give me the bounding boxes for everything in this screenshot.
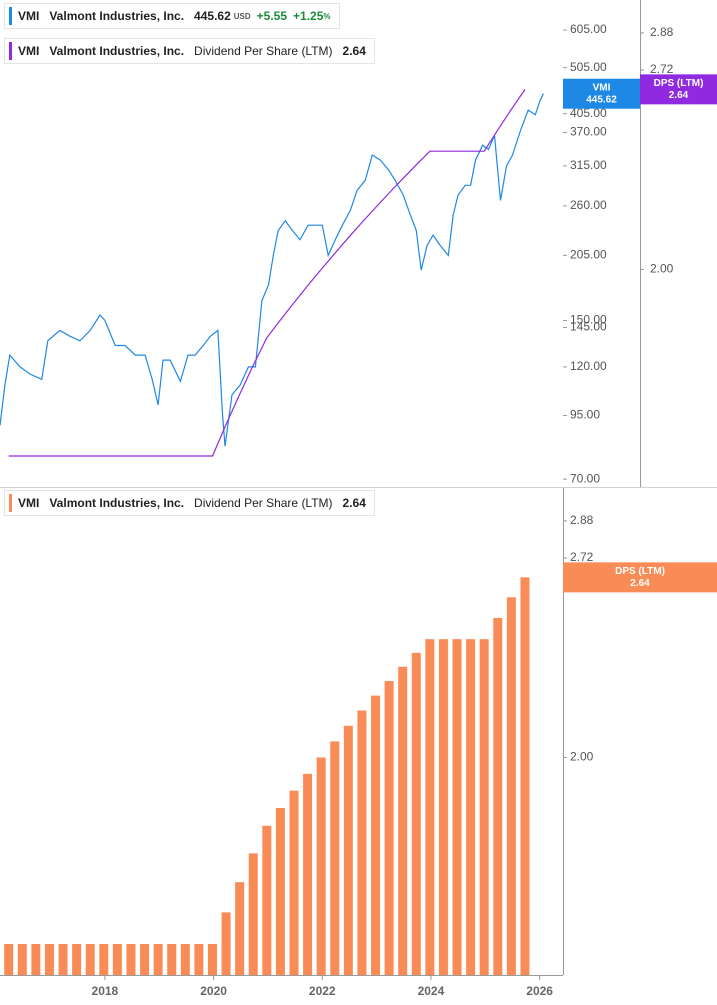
ticker: VMI (18, 9, 40, 23)
change: +5.55 (256, 9, 288, 23)
y-tick-label: 145.00 (570, 320, 607, 334)
bar (85, 944, 95, 975)
bar (411, 652, 421, 975)
series-line (8, 89, 526, 457)
y-tick-label: 315.00 (570, 158, 607, 172)
legend-entry[interactable]: VMI Valmont Industries, Inc. 445.62 USD … (4, 3, 340, 29)
x-tick-label: 2026 (526, 984, 553, 998)
bar (140, 944, 150, 975)
y-tick-label: 505.00 (570, 60, 607, 74)
legend-swatch (9, 494, 12, 512)
value-tag (563, 78, 640, 109)
y-tick-label: 405.00 (570, 106, 607, 120)
bar (207, 944, 217, 975)
series-line (0, 93, 544, 447)
bar (262, 825, 272, 975)
ticker: VMI (18, 496, 40, 510)
plot-area (0, 89, 544, 457)
bar (153, 944, 163, 975)
bar (303, 773, 313, 975)
y2-tick-label: 2.00 (650, 262, 674, 276)
y-tick-label: 205.00 (570, 248, 607, 262)
value-tag-value: 445.62 (586, 94, 617, 105)
series-name: Dividend Per Share (LTM) (194, 496, 333, 510)
y-tick-label: 70.00 (570, 471, 600, 485)
y-tick-label: 605.00 (570, 22, 607, 36)
bar (506, 597, 516, 975)
bar (275, 807, 285, 975)
y2-tick-label: 2.88 (650, 25, 674, 39)
value-tag-name: DPS (LTM) (615, 566, 665, 577)
bar (479, 639, 489, 975)
bar (58, 944, 68, 975)
company: Valmont Industries, Inc. (49, 9, 185, 23)
bar (17, 944, 27, 975)
ticker: VMI (18, 44, 40, 58)
plot-area (4, 577, 530, 975)
bar (99, 944, 109, 975)
legend-swatch (9, 42, 12, 60)
company: Valmont Industries, Inc. (49, 496, 185, 510)
value-tag (640, 74, 717, 105)
bar (466, 639, 476, 975)
bar (452, 639, 462, 975)
bar (438, 639, 448, 975)
bar (180, 944, 190, 975)
bar (520, 577, 530, 975)
value-tag-value: 2.64 (630, 578, 650, 589)
pct-sign: % (323, 11, 331, 21)
series-name: Dividend Per Share (LTM) (194, 44, 333, 58)
series-value: 2.64 (342, 44, 366, 58)
y-tick-label: 2.72 (570, 550, 594, 564)
y-tick-label: 120.00 (570, 359, 607, 373)
bar (221, 912, 231, 975)
bar (112, 944, 122, 975)
x-tick-label: 2020 (200, 984, 227, 998)
value-tag-value: 2.64 (669, 90, 689, 101)
bar (126, 944, 136, 975)
bar (357, 710, 367, 975)
value-tag-name: VMI (593, 82, 611, 93)
bar (44, 944, 54, 975)
bar (72, 944, 82, 975)
bar (289, 790, 299, 975)
y-tick-label: 370.00 (570, 125, 607, 139)
bar (384, 681, 394, 975)
legend-swatch (9, 7, 12, 25)
bar (167, 944, 177, 975)
y-tick-label: 150.00 (570, 313, 607, 327)
series-value: 2.64 (342, 496, 366, 510)
x-tick-label: 2018 (92, 984, 119, 998)
currency: USD (233, 11, 251, 21)
bar (493, 617, 503, 975)
bar (425, 639, 435, 975)
y-tick-label: 2.88 (570, 513, 594, 527)
value-tag (563, 562, 717, 593)
bar (248, 853, 258, 975)
bar (330, 741, 340, 975)
y2-tick-label: 2.72 (650, 62, 674, 76)
x-tick-label: 2024 (418, 984, 445, 998)
price: 445.62 (194, 9, 231, 23)
company: Valmont Industries, Inc. (49, 44, 185, 58)
change-pct: +1.25 (293, 9, 324, 23)
bar (4, 944, 14, 975)
bar (343, 725, 353, 975)
value-tag-name: DPS (LTM) (654, 78, 704, 89)
bar (235, 882, 245, 975)
y-tick-label: 95.00 (570, 408, 600, 422)
bar (194, 944, 204, 975)
bar (31, 944, 41, 975)
bar (316, 757, 326, 975)
bar (398, 666, 408, 975)
y-tick-label: 260.00 (570, 198, 607, 212)
bar (371, 695, 381, 975)
legend-entry[interactable]: VMI Valmont Industries, Inc. Dividend Pe… (4, 490, 375, 516)
legend-entry[interactable]: VMI Valmont Industries, Inc. Dividend Pe… (4, 38, 375, 64)
y-tick-label: 2.00 (570, 750, 594, 764)
x-tick-label: 2022 (309, 984, 336, 998)
